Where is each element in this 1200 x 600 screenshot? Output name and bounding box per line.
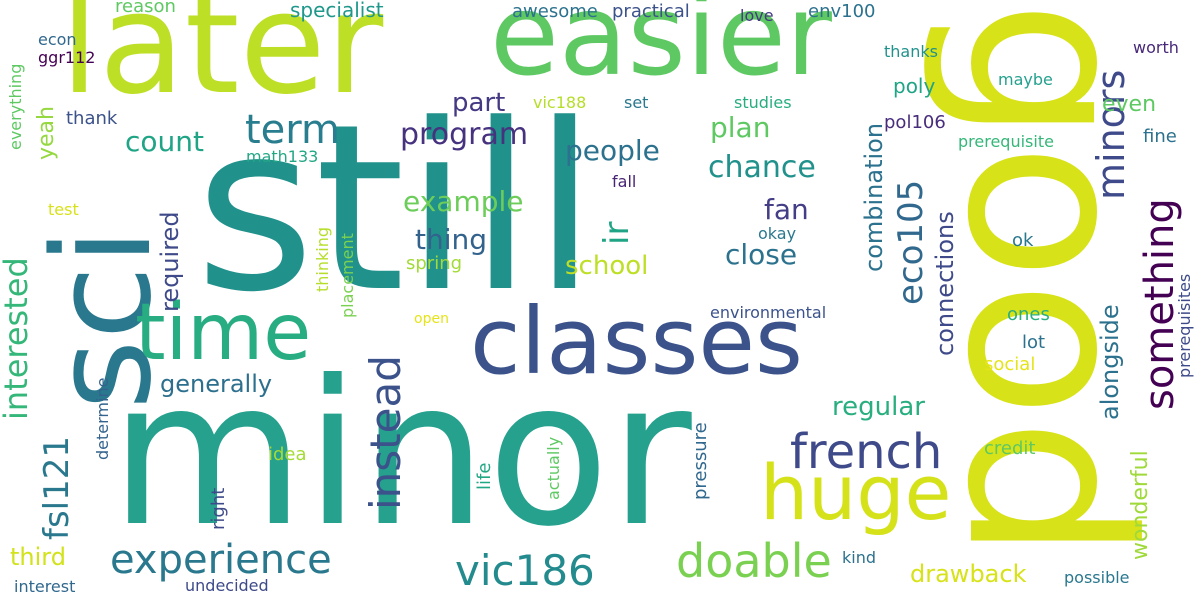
word-idea: idea (268, 444, 307, 465)
word-right: right (208, 487, 229, 530)
word-people: people (565, 134, 660, 167)
word-fall: fall (612, 172, 637, 191)
word-doable: doable (676, 534, 832, 588)
word-thing: thing (415, 223, 488, 256)
word-open: open (414, 311, 449, 327)
word-interest: interest (14, 577, 76, 596)
word-prerequisites: prerequisites (1175, 273, 1194, 378)
word-chance: chance (708, 150, 816, 185)
word-possible: possible (1064, 568, 1130, 587)
word-prerequisite: prerequisite (958, 132, 1054, 151)
word-vic188: vic188 (533, 93, 587, 112)
word-later: later (60, 0, 384, 126)
word-test: test (48, 200, 79, 219)
word-spring: spring (406, 253, 463, 274)
word-reason: reason (115, 0, 176, 17)
word-instead: instead (361, 355, 410, 510)
word-awesome: awesome (512, 1, 598, 22)
word-fsl121: fsl121 (37, 435, 77, 540)
word-placement: placement (338, 233, 357, 318)
word-actually: actually (544, 436, 563, 500)
word-classes: classes (470, 288, 803, 395)
word-studies: studies (734, 93, 792, 112)
word-required: required (156, 211, 184, 312)
word-connections: connections (931, 211, 959, 356)
word-example: example (403, 185, 524, 218)
word-life: life (474, 462, 495, 490)
word-still: still (195, 76, 597, 343)
word-social: social (984, 354, 1036, 375)
word-specialist: specialist (290, 0, 384, 22)
word-something: something (1137, 198, 1183, 410)
word-environmental: environmental (710, 303, 827, 322)
word-thinking: thinking (313, 226, 332, 292)
word-even: even (1102, 92, 1157, 117)
word-pol106: pol106 (884, 112, 946, 133)
word-vic186: vic186 (455, 546, 595, 595)
word-program: program (400, 117, 529, 152)
word-yeah: yeah (34, 106, 59, 160)
word-thanks: thanks (884, 42, 938, 61)
word-part: part (452, 88, 506, 118)
word-set: set (624, 93, 649, 112)
word-third: third (10, 543, 66, 571)
word-worth: worth (1133, 38, 1179, 57)
word-alongside: alongside (1096, 304, 1124, 420)
word-lot: lot (1022, 332, 1046, 353)
word-fine: fine (1143, 126, 1177, 147)
word-fan: fan (764, 193, 809, 226)
word-ggr112: ggr112 (38, 48, 96, 67)
word-combination: combination (860, 122, 888, 272)
word-everything: everything (6, 63, 25, 150)
word-school: school (565, 251, 649, 281)
word-econ: econ (38, 30, 77, 49)
word-kind: kind (842, 548, 877, 567)
word-close: close (725, 238, 798, 271)
word-determine: determine (93, 377, 112, 460)
word-env100: env100 (808, 1, 876, 22)
word-poly: poly (893, 74, 936, 98)
word-ones: ones (1007, 304, 1050, 325)
word-eco105: eco105 (891, 179, 931, 305)
word-drawback: drawback (910, 560, 1027, 588)
word-count: count (125, 125, 204, 158)
word-experience: experience (110, 537, 332, 583)
word-minor: minor (110, 338, 692, 571)
word-easier: easier (490, 0, 832, 101)
word-pressure: pressure (690, 422, 711, 500)
word-huge: huge (760, 448, 952, 537)
word-math133: math133 (246, 147, 319, 166)
word-love: love (740, 6, 774, 25)
word-regular: regular (832, 392, 925, 422)
word-generally: generally (160, 370, 273, 398)
word-maybe: maybe (998, 70, 1053, 89)
word-time: time (135, 288, 312, 378)
word-okay: okay (758, 224, 797, 243)
word-wonderful: wonderful (1128, 450, 1153, 560)
word-thank: thank (66, 108, 118, 129)
word-term: term (245, 107, 340, 153)
word-credit: credit (984, 438, 1036, 459)
word-practical: practical (612, 1, 690, 22)
word-plan: plan (710, 111, 771, 144)
word-undecided: undecided (185, 576, 269, 595)
word-minors: minors (1089, 69, 1133, 200)
word-interested: interested (0, 257, 35, 420)
word-french: french (790, 424, 943, 480)
word-ir: ir (597, 221, 637, 245)
word-ok: ok (1012, 230, 1034, 251)
